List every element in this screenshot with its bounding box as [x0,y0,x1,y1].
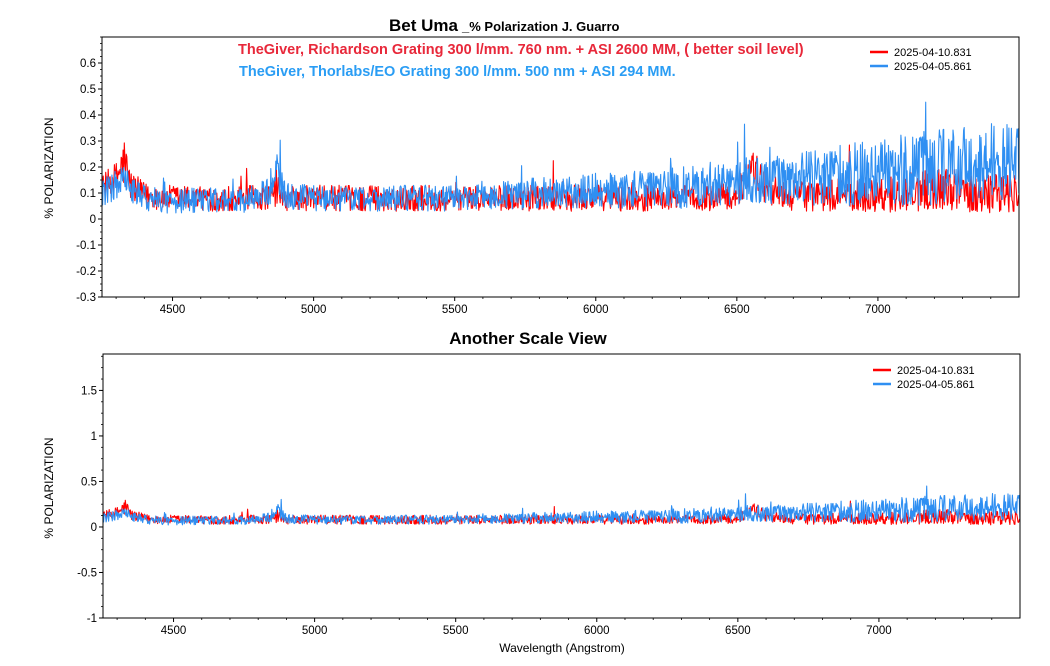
x-tick-label: 6500 [725,625,751,637]
chart-marks: -0.3 -0.2 -0.1 0 0.1 0.2 0.3 0.4 0.5 0.6 4500 5000 5… [76,36,1021,637]
y-tick-label: 0 [91,522,97,534]
x-tick-label: 4500 [160,304,186,316]
y-tick-label: 0.3 [80,136,96,148]
x-tick-label: 7000 [865,304,891,316]
x-tick-label: 7000 [866,625,892,637]
chart-2-frame [102,353,1021,619]
y-tick-label: -1 [87,613,97,625]
y-tick-label: 0.5 [81,476,97,488]
chart-1-title-suffix: _% Polarization J. Guarro [461,19,620,34]
y-tick-label: -0.1 [76,240,96,252]
chart-1-series-2025-04-05.861 [102,101,1019,214]
legend-label: 2025-04-05.861 [897,379,975,391]
legend-label: 2025-04-10.831 [897,365,975,377]
y-tick-label: -0.5 [77,567,97,579]
y-tick-label: -0.3 [76,292,96,304]
y-tick-label: 0.1 [80,188,96,200]
x-tick-label: 5500 [442,304,468,316]
legend-label: 2025-04-10.831 [894,47,972,59]
x-tick-label: 4500 [161,625,187,637]
x-tick-label: 5500 [443,625,469,637]
y-tick-label: 0.5 [80,84,96,96]
y-tick-label: 0.4 [80,110,97,122]
chart-1-ylabel: % POLARIZATION [42,117,56,218]
legend-label: 2025-04-05.861 [894,61,972,73]
x-tick-label: 6500 [724,304,750,316]
y-tick-label: 1 [91,431,97,443]
chart-2-title: Another Scale View [449,329,607,348]
y-tick-label: 0.2 [80,162,96,174]
x-tick-label: 6000 [584,625,610,637]
chart-2-ylabel: % POLARIZATION [42,437,56,538]
chart-1-title: Bet Uma [389,16,459,35]
y-tick-label: 0 [90,214,96,226]
annotation-blue-setup: TheGiver, Thorlabs/EO Grating 300 l/mm. … [239,64,676,80]
y-tick-label: 0.6 [80,58,96,70]
y-tick-label: 1.5 [81,385,97,397]
chart-2-series-2025-04-05.861 [103,485,1020,526]
y-tick-label: -0.2 [76,266,96,278]
x-tick-label: 5000 [301,304,327,316]
x-tick-label: 6000 [583,304,609,316]
chart-2-xlabel: Wavelength (Angstrom) [499,641,625,655]
annotation-red-setup: TheGiver, Richardson Grating 300 l/mm. 7… [238,42,804,58]
x-tick-label: 5000 [302,625,328,637]
